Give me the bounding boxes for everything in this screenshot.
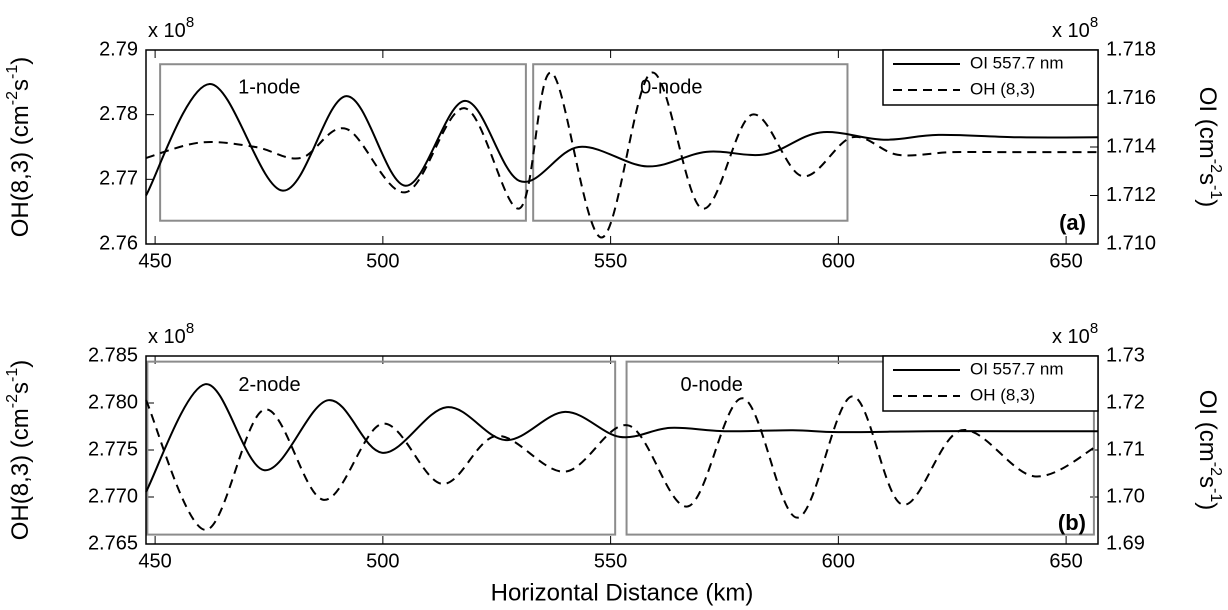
- x-tick-label: 650: [1049, 550, 1082, 572]
- y-axis-label-part: s: [7, 79, 34, 91]
- x-tick-label: 650: [1049, 250, 1082, 272]
- x-tick-label: 500: [366, 250, 399, 272]
- multiplier-base: x 10: [1052, 20, 1090, 42]
- region-box: [532, 63, 849, 222]
- multiplier-base: x 10: [148, 20, 186, 42]
- region-label: 1-node: [238, 77, 300, 99]
- y-tick-label: 2.775: [88, 438, 138, 460]
- y2-axis-label-part: -2: [1207, 159, 1224, 173]
- y-axis-label-part: s: [7, 382, 34, 394]
- y2-tick-label: 1.71: [1106, 438, 1145, 460]
- y2-axis-label: OI (cm-2s-1): [1194, 87, 1224, 207]
- y2-tick-label: 1.718: [1106, 38, 1156, 60]
- y2-tick-label: 1.710: [1106, 232, 1156, 254]
- y2-axis-label-part: ): [1194, 502, 1221, 510]
- y-axis-label: OH(8,3) (cm-2s-1): [4, 360, 34, 540]
- y2-axis-label-part: OI (cm: [1194, 390, 1221, 462]
- data-line: [145, 71, 1098, 239]
- panel-label: (b): [1058, 510, 1086, 535]
- y2-tick-label: 1.72: [1106, 391, 1145, 413]
- legend-label: OI 557.7 nm: [970, 53, 1064, 72]
- y2-multiplier: x 108: [1052, 320, 1098, 348]
- data-line: [145, 395, 1099, 531]
- y2-axis-label-part: -1: [1207, 185, 1224, 199]
- multiplier-base: x 10: [1052, 326, 1090, 348]
- y-tick-label: 2.765: [88, 532, 138, 554]
- y2-tick-label: 1.73: [1106, 344, 1145, 366]
- y-tick-label: 2.76: [99, 232, 138, 254]
- region-label: 0-node: [640, 77, 702, 99]
- plot-frame: [145, 49, 1099, 245]
- legend-label: OI 557.7 nm: [970, 359, 1064, 378]
- y-multiplier: x 108: [148, 14, 194, 42]
- y2-tick-label: 1.69: [1106, 532, 1145, 554]
- y-axis-label-part: ): [7, 360, 34, 368]
- multiplier-exponent: 8: [186, 14, 194, 31]
- multiplier-base: x 10: [148, 326, 186, 348]
- data-line: [145, 383, 1098, 493]
- y2-axis-label-part: ): [1194, 199, 1221, 207]
- y2-axis-label: OI (cm-2s-1): [1194, 390, 1224, 510]
- data-line: [145, 82, 1099, 196]
- x-tick-label: 450: [138, 250, 171, 272]
- multiplier-exponent: 8: [1090, 14, 1098, 31]
- y-axis-label-part: OH(8,3) (cm: [7, 105, 34, 237]
- plot-frame: [145, 355, 1099, 545]
- y2-tick-label: 1.712: [1106, 184, 1156, 206]
- y2-axis-label-part: s: [1194, 173, 1221, 185]
- y-axis-label-part: OH(8,3) (cm: [7, 408, 34, 540]
- y2-tick-label: 1.70: [1106, 485, 1145, 507]
- legend-box: [882, 355, 1099, 412]
- y-tick-label: 2.78: [99, 103, 138, 125]
- y-tick-label: 2.770: [88, 485, 138, 507]
- y-tick-label: 2.785: [88, 344, 138, 366]
- y-axis-label-part: ): [7, 57, 34, 65]
- region-label: 0-node: [681, 374, 743, 396]
- region-box: [159, 63, 527, 222]
- multiplier-exponent: 8: [1090, 320, 1098, 337]
- x-tick-label: 450: [138, 550, 171, 572]
- x-tick-label: 600: [822, 250, 855, 272]
- legend-label: OH (8,3): [970, 79, 1035, 98]
- multiplier-exponent: 8: [186, 320, 194, 337]
- y2-axis-label-part: -2: [1207, 462, 1224, 476]
- y-axis-label-part: -2: [4, 91, 21, 105]
- panel-label: (a): [1059, 210, 1086, 235]
- y2-axis-label-part: -1: [1207, 488, 1224, 502]
- x-tick-label: 500: [366, 550, 399, 572]
- panel: 450 500 550 600 650 2.76 2.77 2.78 2.79 1.710 1.71…: [4, 14, 1224, 272]
- y2-multiplier: x 108: [1052, 14, 1098, 42]
- x-tick-label: 550: [594, 250, 627, 272]
- y-tick-label: 2.77: [99, 168, 138, 190]
- y-axis-label-part: -1: [4, 368, 21, 382]
- y2-axis-label-part: OI (cm: [1194, 87, 1221, 159]
- legend-box: [882, 49, 1099, 106]
- y-tick-label: 2.780: [88, 391, 138, 413]
- y-axis-label-part: -2: [4, 394, 21, 408]
- legend-label: OH (8,3): [970, 385, 1035, 404]
- x-tick-label: 600: [822, 550, 855, 572]
- y2-tick-label: 1.714: [1106, 135, 1156, 157]
- x-axis-label: Horizontal Distance (km): [491, 579, 754, 606]
- x-tick-label: 550: [594, 550, 627, 572]
- y-tick-label: 2.79: [99, 38, 138, 60]
- region-label: 2-node: [238, 374, 300, 396]
- y-axis-label-part: -1: [4, 65, 21, 79]
- region-box: [146, 360, 617, 536]
- y-axis-label: OH(8,3) (cm-2s-1): [4, 57, 34, 237]
- y-multiplier: x 108: [148, 320, 194, 348]
- panel: 450 500 550 600 650 2.765 2.770 2.775 2.780 2.785…: [4, 320, 1224, 606]
- y2-axis-label-part: s: [1194, 476, 1221, 488]
- y2-tick-label: 1.716: [1106, 87, 1156, 109]
